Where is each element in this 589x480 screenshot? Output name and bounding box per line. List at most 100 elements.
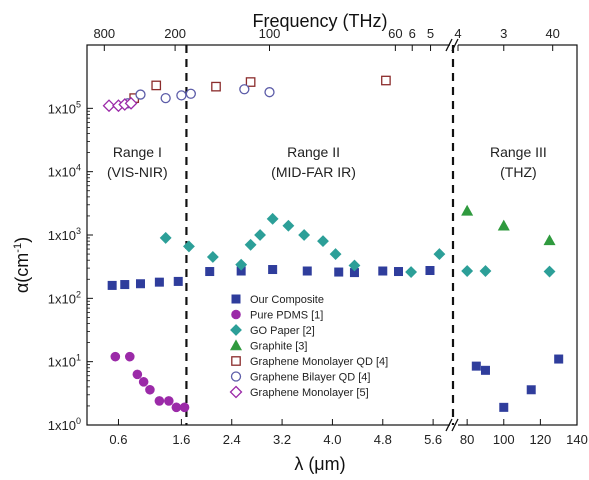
text-labels: Frequency (THz) λ (μm) α(cm-1) Range I (V… (12, 11, 547, 474)
data-point (110, 351, 121, 362)
data-point (526, 385, 536, 395)
data-point (245, 77, 256, 87)
top-tick-label: 40 (545, 26, 559, 41)
x-tick-label: 4.0 (323, 432, 341, 447)
data-point (298, 229, 311, 241)
data-point (480, 365, 490, 375)
data-point (554, 354, 564, 364)
data-point (107, 280, 117, 290)
range-label-title: Range II (287, 144, 340, 160)
data-point (425, 266, 435, 276)
range-label-band: (MID-FAR IR) (271, 164, 356, 180)
top-tick-label: 100 (259, 26, 281, 41)
legend-marker (230, 324, 242, 336)
data-point (120, 280, 130, 290)
data-point (185, 88, 196, 99)
data-point (176, 90, 187, 101)
y-tick-label: 1x101 (48, 353, 81, 370)
range-dividers (185, 45, 455, 425)
data-point (102, 99, 116, 113)
legend-entry: Graphene Monolayer [5] (250, 387, 369, 399)
data-point (179, 402, 190, 413)
y-tick-label: 1x102 (48, 289, 81, 306)
data-point (235, 258, 248, 271)
data-point (154, 396, 165, 406)
data-point (244, 238, 257, 251)
data-point (348, 259, 361, 272)
data-point (543, 265, 556, 278)
x-tick-label: 1.6 (172, 432, 190, 447)
legend-marker (229, 339, 243, 351)
data-point (268, 265, 278, 275)
legend-marker (230, 371, 242, 382)
data-point (497, 219, 510, 231)
data-point (334, 267, 344, 277)
axis-break-mark (451, 418, 459, 432)
data-point (499, 402, 509, 412)
data-point (254, 229, 266, 241)
data-point (138, 377, 149, 387)
top-tick-label: 3 (500, 26, 507, 41)
y-axis-title: α(cm-1) (12, 237, 32, 293)
plot-border (86, 44, 578, 426)
legend-entry: Our Composite (250, 294, 324, 306)
top-tick-label: 200 (164, 26, 186, 41)
x-tick-label: 5.6 (424, 432, 442, 447)
x-tick-label: 120 (530, 432, 552, 447)
data-point (183, 240, 195, 253)
data-points (102, 75, 564, 413)
x-tick-label: 100 (493, 432, 515, 447)
data-point (264, 87, 275, 98)
data-point (461, 204, 474, 216)
x-axis-title: λ (μm) (294, 454, 345, 474)
x-tick-label: 4.8 (374, 432, 392, 447)
data-point (433, 248, 446, 260)
data-point (135, 89, 146, 100)
data-point (124, 351, 135, 362)
x-tick-label: 140 (566, 432, 588, 447)
data-point (132, 369, 143, 380)
x-tick-label: 3.2 (273, 432, 291, 447)
legend-entry: Graphene Monolayer QD [4] (250, 356, 388, 368)
data-point (205, 267, 215, 277)
top-tick-label: 60 (388, 26, 402, 41)
top-tick-label: 5 (427, 26, 434, 41)
range-label-title: Range I (113, 144, 162, 160)
data-point (461, 265, 474, 277)
data-point (164, 396, 174, 406)
data-point (154, 277, 164, 287)
ticks: 1x100 1x101 1x102 1x103 1x104 1x105 0.6 1.6 2.4 3… (48, 26, 588, 447)
data-point (206, 251, 219, 263)
y-tick-label: 1x100 (48, 416, 81, 433)
data-point (405, 266, 418, 278)
data-point (239, 84, 250, 95)
data-point (124, 96, 138, 110)
data-point (543, 234, 556, 246)
data-point (394, 267, 404, 277)
x-tick-label: 0.6 (109, 432, 127, 447)
top-tick-label: 4 (454, 26, 461, 41)
data-point (317, 235, 329, 248)
data-point (135, 279, 145, 289)
data-point (160, 92, 171, 104)
data-point (378, 266, 388, 276)
data-point (266, 212, 279, 225)
data-point (302, 266, 312, 276)
axis-break-mark (445, 38, 453, 52)
x-tick-label: 80 (460, 432, 474, 447)
data-point (173, 276, 183, 286)
data-point (329, 248, 342, 260)
legend-entry: GO Paper [2] (250, 325, 315, 337)
data-point (211, 81, 221, 92)
legend-marker (231, 309, 241, 320)
data-point (159, 231, 172, 244)
data-point (282, 219, 295, 232)
top-tick-label: 800 (93, 26, 115, 41)
data-point (145, 384, 155, 395)
range-label-title: Range III (490, 144, 547, 160)
data-point (151, 80, 162, 91)
data-point (381, 75, 391, 86)
y-tick-label: 1x103 (48, 226, 81, 243)
legend-marker (231, 356, 241, 366)
